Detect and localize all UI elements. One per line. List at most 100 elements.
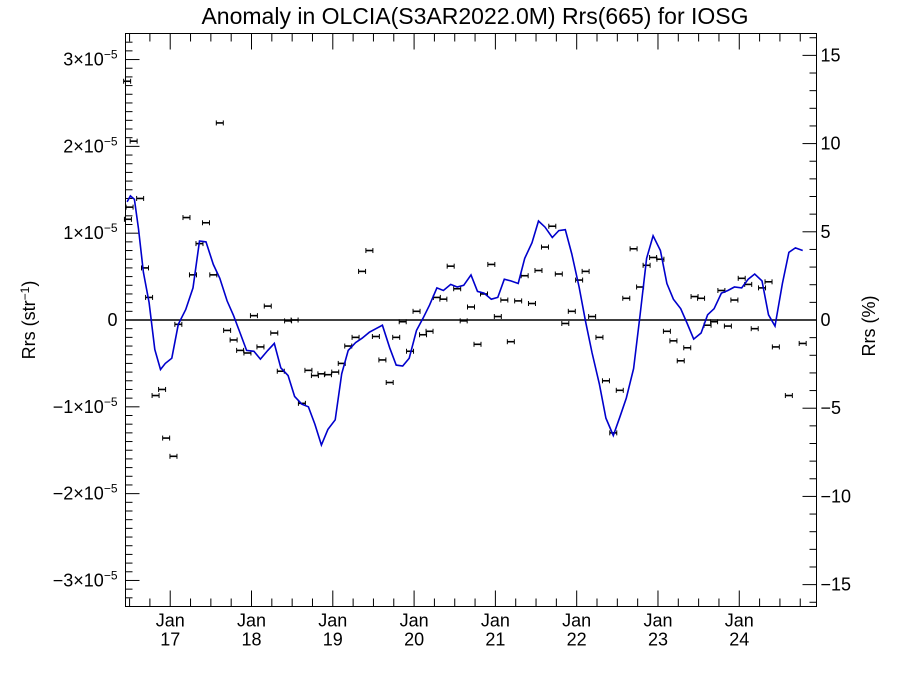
left-tick-sign: − (53, 397, 64, 417)
right-tick-label: 0 (821, 310, 831, 330)
data-point (534, 268, 543, 274)
data-point (123, 78, 132, 84)
data-point (784, 393, 793, 399)
data-point (304, 367, 313, 373)
data-point (615, 387, 624, 393)
x-tick-month: Jan (643, 611, 672, 631)
left-tick-mantissa: 1 (63, 223, 73, 243)
left-tick-label: −1×10−5 (53, 395, 118, 417)
data-point (385, 380, 394, 386)
data-point (209, 272, 218, 278)
left-tick-exponent: −5 (104, 134, 118, 148)
data-point (683, 345, 692, 351)
data-point (487, 261, 496, 267)
data-point (662, 328, 671, 334)
data-point (392, 334, 401, 340)
data-point (215, 120, 224, 126)
x-tick-year: 24 (729, 630, 749, 650)
data-point (697, 295, 706, 301)
left-tick-label: 1×10−5 (63, 221, 118, 243)
left-tick-times: ×10 (73, 397, 104, 417)
data-point (365, 248, 374, 254)
data-point (317, 371, 326, 377)
left-tick-times: ×10 (73, 136, 104, 156)
left-axis-label: Rrs (str−1) (18, 281, 39, 360)
data-point (676, 358, 685, 364)
left-tick-mantissa: 3 (63, 50, 73, 70)
data-point (158, 386, 167, 392)
data-point (554, 271, 563, 277)
data-point (730, 297, 739, 303)
data-point (151, 393, 160, 399)
data-point (540, 244, 549, 250)
data-point (123, 216, 132, 222)
data-point (622, 295, 631, 301)
left-tick-mantissa: 1 (63, 397, 73, 417)
left-tick-sign: − (53, 570, 64, 590)
data-point (561, 320, 570, 326)
data-point (129, 138, 138, 144)
left-tick-times: ×10 (73, 50, 104, 70)
data-point (256, 344, 265, 350)
x-tick-month: Jan (562, 611, 591, 631)
data-point (723, 323, 732, 329)
data-point (548, 223, 557, 229)
data-point (331, 369, 340, 375)
left-axis: 3×10−52×10−51×10−50−1×10−5−2×10−5−3×10−5 (53, 33, 140, 607)
chart-title: Anomaly in OLCIA(S3AR2022.0M) Rrs(665) f… (201, 3, 748, 29)
data-point (758, 285, 767, 291)
left-axis-label-sup: −1 (18, 286, 32, 300)
left-tick-label: 2×10−5 (63, 134, 118, 156)
data-point (125, 204, 134, 210)
data-point (690, 294, 699, 300)
data-point (284, 318, 293, 324)
data-point (169, 453, 178, 459)
data-point (270, 330, 279, 336)
data-point (323, 372, 332, 378)
data-point (601, 378, 610, 384)
left-tick-times: ×10 (73, 484, 104, 504)
data-point (514, 298, 523, 304)
x-tick-year: 22 (567, 630, 587, 650)
data-point (136, 195, 145, 201)
left-tick-label: −3×10−5 (53, 568, 118, 590)
data-point (412, 308, 421, 314)
right-tick-label: 15 (821, 45, 841, 65)
right-axis-label: Rrs (%) (859, 296, 879, 357)
left-tick-exponent: −5 (104, 48, 118, 62)
left-tick-label: 0 (107, 310, 117, 330)
x-tick-month: Jan (237, 611, 266, 631)
data-point (406, 348, 415, 354)
data-point (358, 268, 367, 274)
left-tick-exponent: −5 (104, 395, 118, 409)
data-point (439, 296, 448, 302)
data-point (527, 301, 536, 307)
data-point (145, 294, 154, 300)
data-point (588, 314, 597, 320)
data-point (737, 275, 746, 281)
data-point (750, 326, 759, 332)
x-tick-year: 17 (160, 630, 180, 650)
data-point (669, 338, 678, 344)
right-tick-label: −10 (821, 486, 852, 506)
left-tick-sign: − (53, 484, 64, 504)
data-point (506, 339, 515, 345)
data-point (236, 347, 245, 353)
right-tick-label: 10 (821, 134, 841, 154)
x-tick-month: Jan (318, 611, 347, 631)
data-point (249, 313, 258, 319)
data-point (798, 340, 807, 346)
data-point (378, 357, 387, 363)
data-point (446, 263, 455, 269)
data-point (162, 435, 171, 441)
x-tick-year: 21 (485, 630, 505, 650)
left-tick-mantissa: 2 (63, 484, 73, 504)
data-point (581, 268, 590, 274)
data-point (310, 373, 319, 379)
data-point (493, 314, 502, 320)
left-tick-mantissa: 2 (63, 136, 73, 156)
data-point (710, 319, 719, 325)
x-tick-month: Jan (481, 611, 510, 631)
data-point (764, 279, 773, 285)
